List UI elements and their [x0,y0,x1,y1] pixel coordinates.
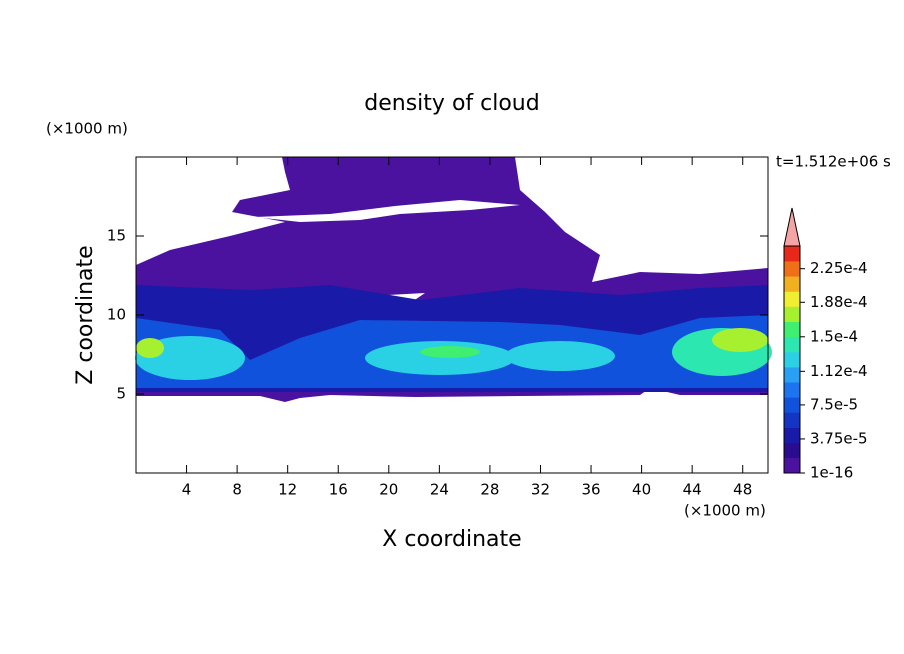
colorbar-band [784,382,800,398]
contour-field [135,157,772,402]
y-tick-label: 10 [107,306,126,324]
x-tick-label: 44 [683,481,702,499]
x-axis-label: X coordinate [382,527,521,552]
cloud-core [505,341,615,371]
colorbar-band [784,306,800,322]
cloud-core [365,341,515,375]
colorbar-tick-label: 1.5e-4 [810,327,858,345]
cloud-core [420,346,480,358]
x-tick-label: 16 [329,481,348,499]
y-tick-label: 15 [107,227,126,245]
colorbar-tick-label: 7.5e-5 [810,395,858,413]
colorbar-tick-label: 2.25e-4 [810,259,868,277]
colorbar-frame [783,245,801,474]
colorbar-tick-label: 1.12e-4 [810,362,868,380]
colorbar-band [784,246,800,262]
x-tick-label: 48 [733,481,752,499]
colorbar-band [784,336,800,353]
colorbar-band [784,291,800,307]
chart-title: density of cloud [364,91,539,116]
x-tick-label: 24 [430,481,449,499]
colorbar-band [784,397,800,413]
colorbar-tick-label: 1.88e-4 [810,293,868,311]
colorbar-band [784,321,800,338]
colorbar-band [784,351,800,368]
colorbar-band [784,367,800,383]
cloud-core [712,328,768,352]
x-tick-label: 12 [278,481,297,499]
x-unit: (×1000 m) [684,502,766,520]
cloud-gap [255,200,520,222]
colorbar-band [784,457,800,474]
y-unit: (×1000 m) [46,120,128,138]
x-tick-label: 4 [182,481,192,499]
time-annotation: t=1.512e+06 s [776,153,891,171]
x-tick-label: 36 [581,481,600,499]
colorbar-band [784,412,800,428]
x-tick-label: 8 [232,481,242,499]
x-tick-label: 40 [632,481,651,499]
colorbar-band [784,276,800,292]
colorbar-band [784,427,800,444]
x-tick-label: 32 [531,481,550,499]
colorbar-tick-label: 3.75e-5 [810,429,868,447]
colorbar-band [784,442,800,459]
y-tick-label: 5 [116,385,126,403]
x-tick-label: 28 [480,481,499,499]
colorbar-extend [783,207,801,247]
x-tick-label: 20 [379,481,398,499]
colorbar-band [784,261,800,277]
cloud-core [136,338,164,358]
y-axis-label: Z coordinate [73,245,98,384]
colorbar-tick-label: 1e-16 [810,464,853,482]
